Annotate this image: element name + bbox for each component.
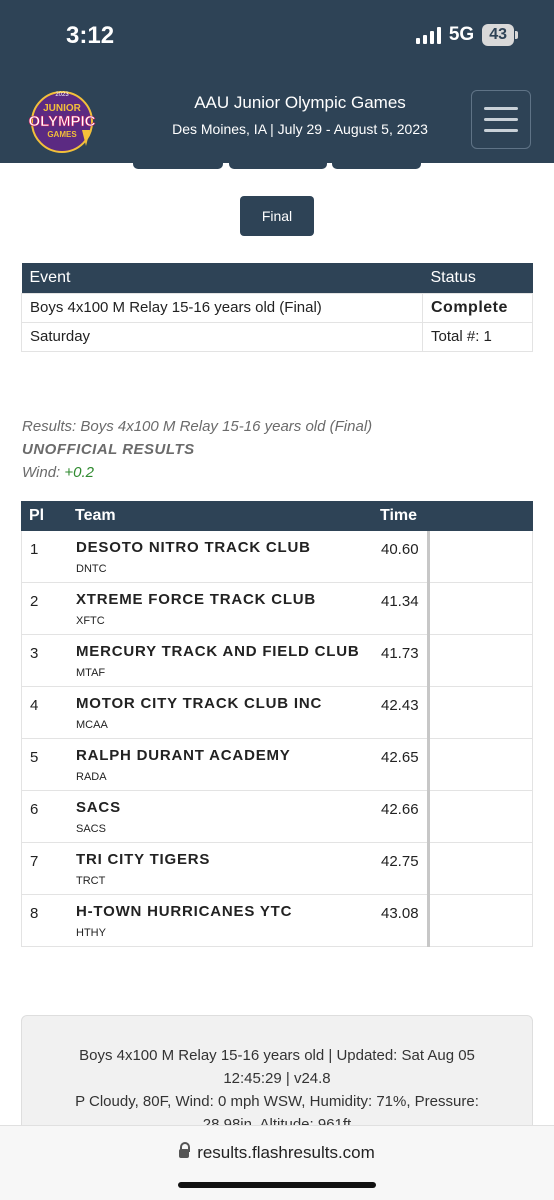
final-round-button[interactable]: Final <box>240 196 314 236</box>
team-name[interactable]: H-TOWN HURRICANES YTC <box>76 903 293 920</box>
hamburger-menu-button[interactable] <box>471 90 531 149</box>
result-row[interactable]: 3 MERCURY TRACK AND FIELD CLUB MTAF 41.73 <box>21 635 533 687</box>
team-name[interactable]: SACS <box>76 799 121 816</box>
round-button-partial[interactable] <box>133 150 223 169</box>
team-code: SACS <box>76 823 106 835</box>
team-name[interactable]: DESOTO NITRO TRACK CLUB <box>76 539 311 556</box>
logo-line2: OLYMPIC <box>29 113 96 130</box>
team-code: HTHY <box>76 927 106 939</box>
team-code: MCAA <box>76 719 108 731</box>
event-day: Saturday <box>21 321 423 352</box>
time-cell: 42.65 <box>381 749 419 766</box>
browser-url-bar[interactable]: results.flashresults.com <box>0 1125 554 1200</box>
time-cell: 42.66 <box>381 801 419 818</box>
time-cell: 40.60 <box>381 541 419 558</box>
time-cell: 43.08 <box>381 905 419 922</box>
event-name: Boys 4x100 M Relay 15-16 years old (Fina… <box>21 292 423 323</box>
result-row[interactable]: 6 SACS SACS 42.66 <box>21 791 533 843</box>
team-header: Team <box>75 507 116 524</box>
url-text[interactable]: results.flashresults.com <box>197 1143 375 1162</box>
team-code: MTAF <box>76 667 106 679</box>
result-row[interactable]: 1 DESOTO NITRO TRACK CLUB DNTC 40.60 <box>21 531 533 583</box>
result-row[interactable]: 8 H-TOWN HURRICANES YTC HTHY 43.08 <box>21 895 533 947</box>
team-name[interactable]: MOTOR CITY TRACK CLUB INC <box>76 695 323 712</box>
page-title: AAU Junior Olympic Games <box>194 93 406 112</box>
round-button-partial[interactable] <box>332 150 421 169</box>
event-table: Event Status Boys 4x100 M Relay 15-16 ye… <box>21 263 533 352</box>
update-info: Boys 4x100 M Relay 15-16 years old | Upd… <box>79 1047 475 1087</box>
logo-top-text: 2023 <box>55 92 69 98</box>
lock-icon <box>179 1142 191 1158</box>
status-indicators: 5G 43 <box>415 24 518 46</box>
app-header: 3:12 5G 43 2023 JUNIOR OLYMPIC GAMES AAU… <box>0 0 554 163</box>
team-name[interactable]: MERCURY TRACK AND FIELD CLUB <box>76 643 360 660</box>
network-label: 5G <box>448 24 475 45</box>
team-code: XFTC <box>76 615 105 627</box>
place-cell: 8 <box>30 905 39 922</box>
result-row[interactable]: 5 RALPH DURANT ACADEMY RADA 42.65 <box>21 739 533 791</box>
time-header: Time <box>380 507 418 524</box>
results-header-row: Pl Team Time <box>21 501 533 531</box>
status-header: Status <box>422 263 533 293</box>
team-name[interactable]: TRI CITY TIGERS <box>76 851 211 868</box>
time-cell: 41.34 <box>381 593 419 610</box>
logo-line3: GAMES <box>47 130 77 139</box>
place-cell: 6 <box>30 801 39 818</box>
unofficial-results-label: UNOFFICIAL RESULTS <box>22 441 195 458</box>
event-total: Total #: 1 <box>422 321 533 352</box>
place-cell: 3 <box>30 645 39 662</box>
event-header: Event <box>21 263 423 293</box>
place-cell: 1 <box>30 541 39 558</box>
time-cell: 41.73 <box>381 645 419 662</box>
status-time: 3:12 <box>66 22 115 49</box>
result-row[interactable]: 2 XTREME FORCE TRACK CLUB XFTC 41.34 <box>21 583 533 635</box>
signal-icon <box>415 26 441 44</box>
results-caption: Results: Boys 4x100 M Relay 15-16 years … <box>22 418 373 435</box>
place-header: Pl <box>29 507 45 524</box>
place-cell: 2 <box>30 593 39 610</box>
place-cell: 4 <box>30 697 39 714</box>
column-divider <box>427 531 430 947</box>
result-row[interactable]: 7 TRI CITY TIGERS TRCT 42.75 <box>21 843 533 895</box>
team-code: DNTC <box>76 563 107 575</box>
place-cell: 5 <box>30 749 39 766</box>
team-code: RADA <box>76 771 107 783</box>
results-table: Pl Team Time 1 DESOTO NITRO TRACK CLUB DNT… <box>21 501 533 947</box>
round-button-partial[interactable] <box>229 150 327 169</box>
time-cell: 42.43 <box>381 697 419 714</box>
team-name[interactable]: XTREME FORCE TRACK CLUB <box>76 591 317 608</box>
menu-icon <box>484 107 518 110</box>
page-subtitle: Des Moines, IA | July 29 - August 5, 202… <box>172 121 428 137</box>
wind-value: +0.2 <box>64 464 95 481</box>
wind-reading: Wind: +0.2 <box>22 464 94 481</box>
battery-icon: 43 <box>482 24 518 46</box>
place-cell: 7 <box>30 853 39 870</box>
team-name[interactable]: RALPH DURANT ACADEMY <box>76 747 291 764</box>
results-info-box: Boys 4x100 M Relay 15-16 years old | Upd… <box>21 1015 533 1135</box>
event-status: Complete <box>422 292 533 323</box>
logo-line1: JUNIOR <box>43 103 82 114</box>
time-cell: 42.75 <box>381 853 419 870</box>
team-code: TRCT <box>76 875 106 887</box>
aau-junior-olympic-logo[interactable]: 2023 JUNIOR OLYMPIC GAMES <box>24 84 100 156</box>
result-row[interactable]: 4 MOTOR CITY TRACK CLUB INC MCAA 42.43 <box>21 687 533 739</box>
home-indicator[interactable] <box>178 1182 376 1188</box>
wind-label: Wind: <box>22 464 61 481</box>
